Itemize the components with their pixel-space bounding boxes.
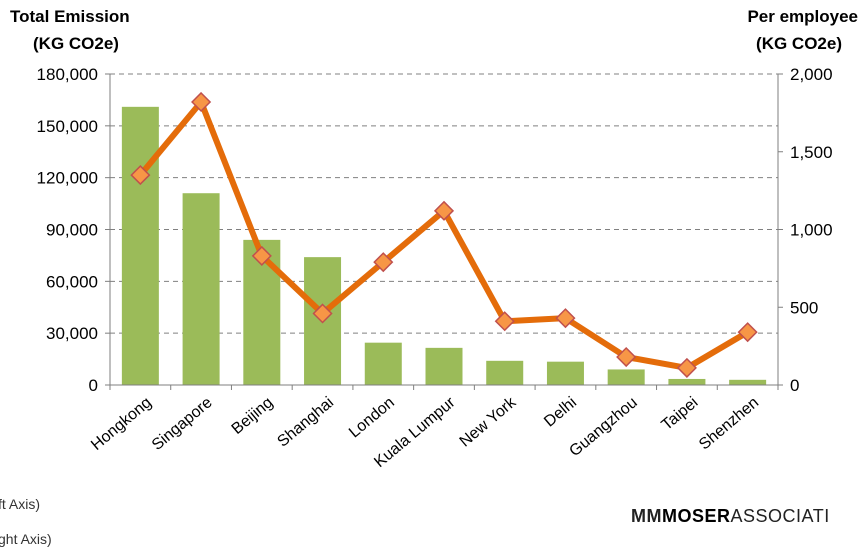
right-tick-label: 0	[790, 376, 799, 395]
logo-part-associati: ASSOCIATI	[730, 506, 830, 526]
marker-singapore	[191, 91, 212, 113]
marker-new-york	[494, 311, 515, 332]
company-logo: MMMOSERASSOCIATI	[631, 506, 830, 527]
right-tick-label: 1,000	[790, 221, 833, 240]
marker-delhi	[555, 308, 576, 329]
bar-hongkong	[121, 106, 159, 386]
marker-taipei	[676, 357, 697, 378]
right-tick-label: 2,000	[790, 65, 833, 84]
bar-kuala-lumpur	[425, 347, 463, 385]
grid-lines	[110, 73, 778, 334]
category-label: Shenzhen	[696, 394, 762, 453]
category-label: Taipei	[659, 394, 702, 434]
bar-singapore	[182, 193, 220, 385]
right-tick-label: 1,500	[790, 143, 833, 162]
marker-shenzhen	[737, 322, 758, 343]
marker-hongkong	[130, 165, 151, 186]
category-label: Beijing	[229, 394, 277, 438]
axes	[105, 73, 783, 390]
bar-series	[121, 106, 767, 386]
left-axis-title: Total Emission	[10, 7, 130, 26]
bar-taipei	[668, 378, 706, 385]
category-label: Guangzhou	[566, 394, 640, 460]
left-tick-label: 90,000	[46, 221, 98, 240]
marker-shanghai	[312, 303, 333, 324]
logo-part-mm: MM	[631, 506, 662, 526]
logo-part-moser: MOSER	[662, 506, 731, 526]
marker-london	[373, 252, 394, 273]
left-tick-label: 120,000	[37, 169, 98, 188]
left-tick-label: 150,000	[37, 117, 98, 136]
marker-beijing	[251, 245, 272, 266]
left-tick-label: 60,000	[46, 272, 98, 291]
category-label: Singapore	[149, 394, 216, 454]
right-tick-label: 500	[790, 298, 818, 317]
left-tick-label: 30,000	[46, 324, 98, 343]
left-tick-label: 0	[89, 376, 98, 395]
marker-kuala-lumpur	[433, 200, 455, 221]
legend-right-series: ght Axis)	[0, 531, 52, 547]
category-label: London	[346, 394, 398, 441]
bar-delhi	[546, 361, 584, 385]
marker-guangzhou	[616, 346, 637, 368]
bar-shenzhen	[729, 379, 767, 385]
bar-london	[364, 342, 402, 385]
left-axis-unit: (KG CO2e)	[33, 34, 119, 53]
category-label: New York	[457, 393, 520, 450]
legend-left-series: ft Axis)	[0, 496, 41, 512]
per-employee-line	[137, 98, 751, 371]
bar-guangzhou	[607, 369, 645, 385]
right-axis-title: Per employee	[747, 7, 858, 26]
category-label: Delhi	[541, 394, 580, 430]
line-series	[130, 91, 758, 378]
right-axis-unit: (KG CO2e)	[756, 34, 842, 53]
category-label: Shanghai	[274, 394, 337, 450]
bar-new-york	[486, 360, 524, 385]
left-tick-label: 180,000	[37, 65, 98, 84]
category-label: Hongkong	[88, 394, 155, 454]
